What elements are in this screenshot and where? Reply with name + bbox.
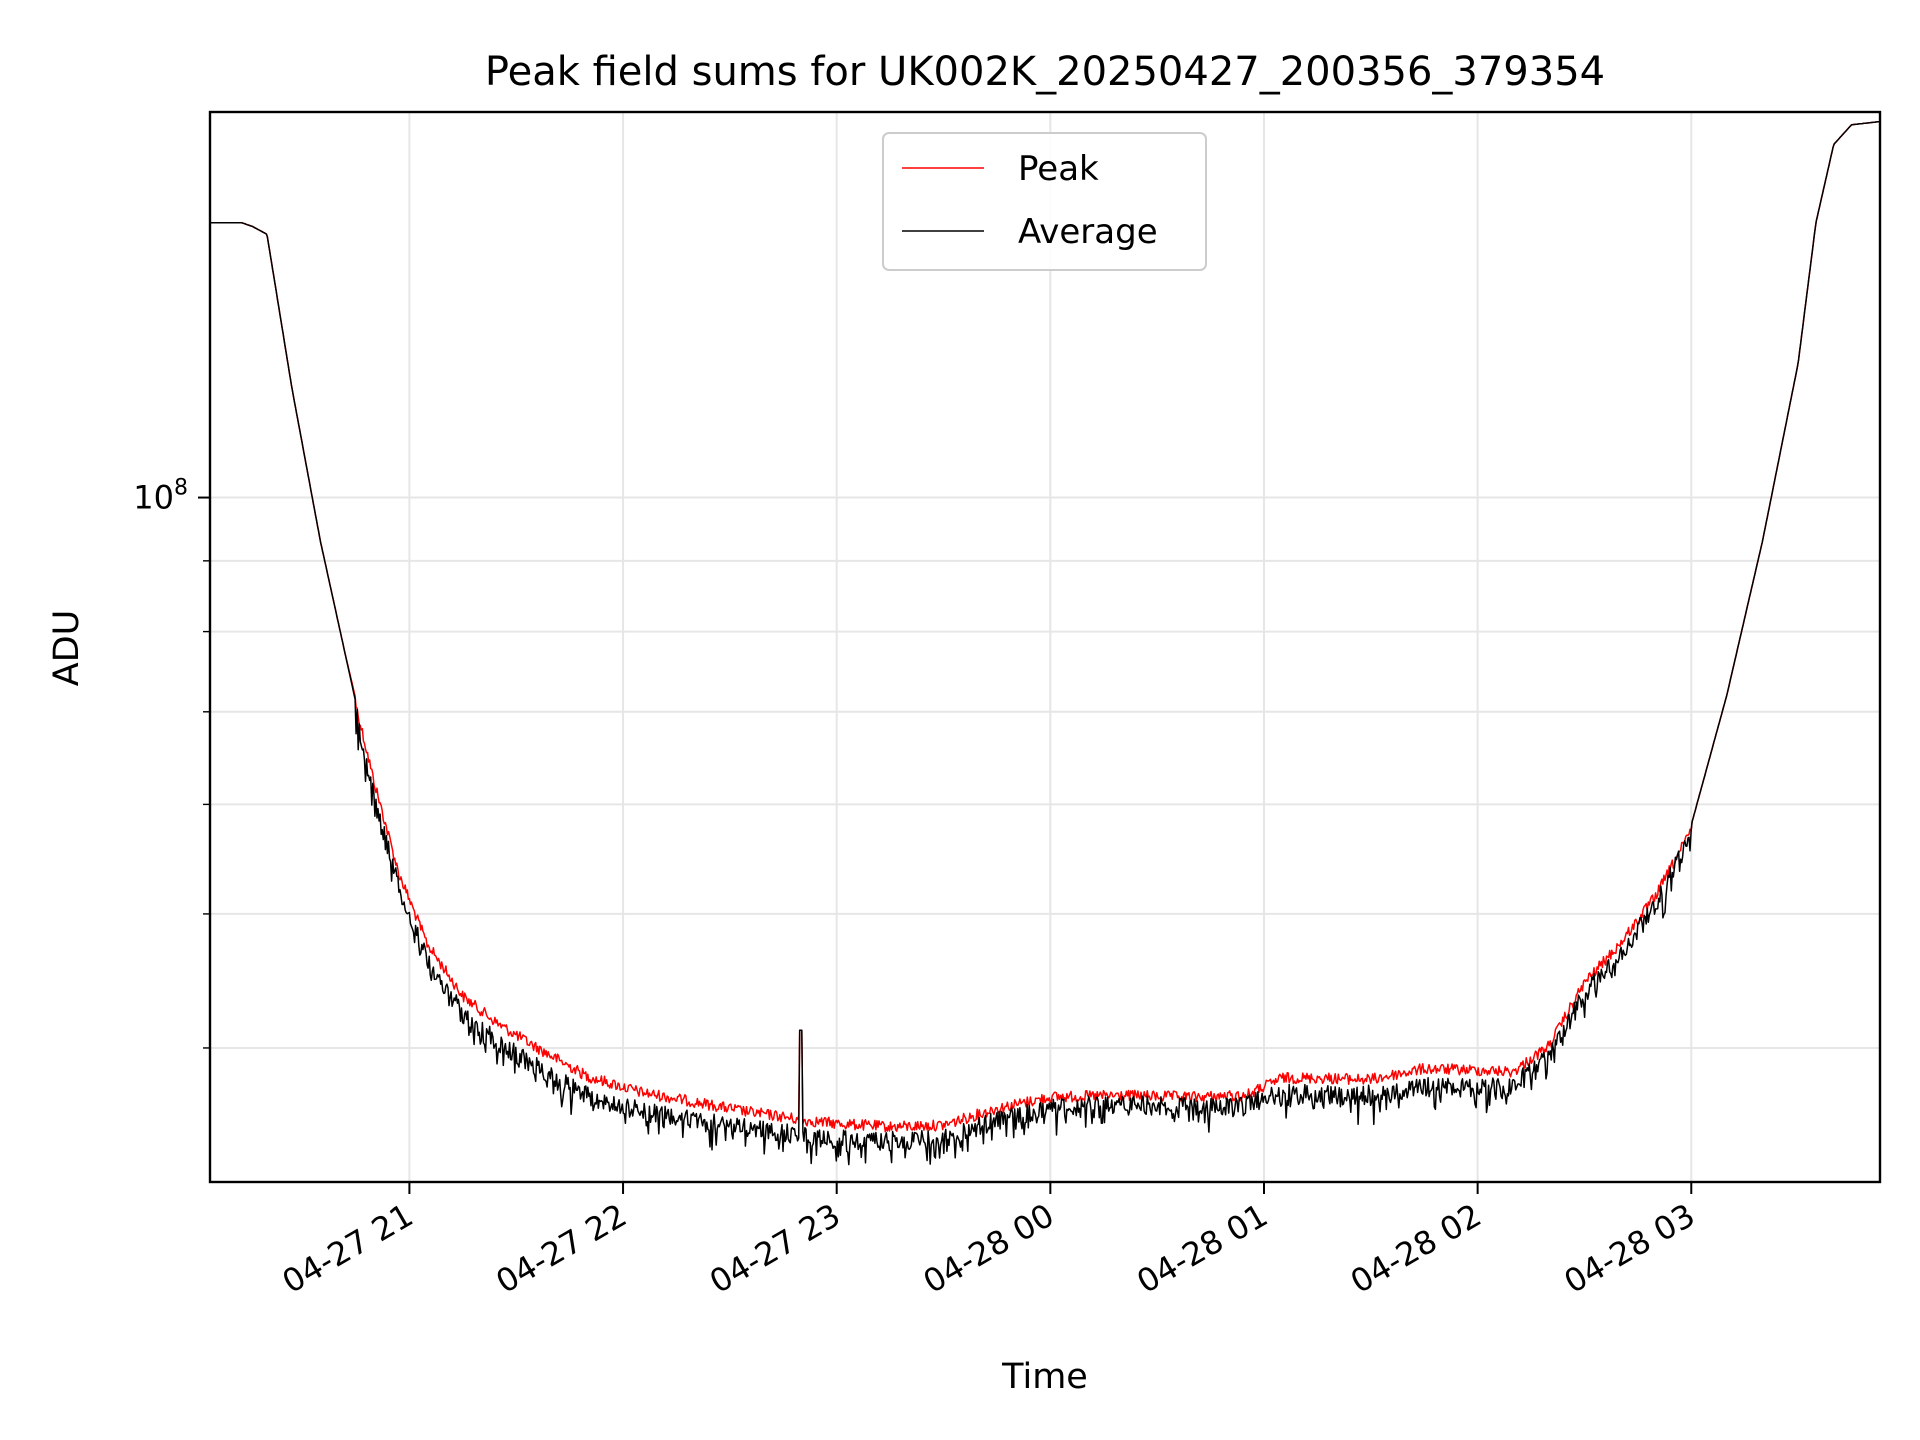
legend: Peak Average — [882, 132, 1207, 271]
series-layer — [210, 120, 1881, 1166]
chart-title: Peak field sums for UK002K_20250427_2003… — [485, 49, 1605, 95]
y-tick-label: 108 — [133, 476, 188, 517]
series-line-average — [210, 120, 1881, 1166]
y-axis-label: ADU — [47, 610, 87, 687]
legend-peak-label: Peak — [1018, 149, 1099, 189]
y-axis-ticks: 108 — [133, 476, 210, 1049]
grid-lines — [210, 112, 1880, 1182]
plot-frame — [208, 110, 1882, 1184]
x-axis-label: Time — [1001, 1357, 1088, 1397]
series-line-peak — [210, 120, 1881, 1133]
legend-average-label: Average — [1018, 212, 1158, 252]
